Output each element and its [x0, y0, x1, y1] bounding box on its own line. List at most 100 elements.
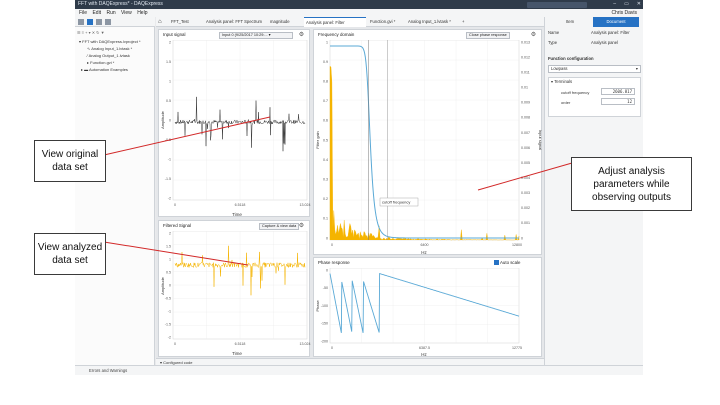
panel-title: Filtered Signal [163, 223, 192, 228]
capture-view-button[interactable]: Capture & view data [259, 222, 300, 230]
y2-tick-label: 0.009 [521, 101, 530, 105]
search-input[interactable] [527, 1, 587, 8]
y-tick-label: -100 [321, 304, 328, 308]
x-axis-label: Time [232, 212, 242, 217]
x-tick-label: 6400 [421, 243, 429, 247]
x-tick-label: 0 [331, 346, 333, 350]
y-tick-label: 0 [326, 236, 328, 240]
order-label: order [561, 100, 571, 105]
y-tick-label: 1 [326, 40, 328, 44]
y2-tick-label: 0.013 [521, 40, 530, 44]
y2-tick-label: 0.006 [521, 146, 530, 150]
y-tick-label: 2 [169, 231, 171, 235]
configured-code-bar[interactable]: ▾ Configured code [156, 358, 544, 365]
project-view-icon[interactable] [87, 19, 93, 25]
x-axis-label: Hz [421, 250, 427, 255]
tab-function[interactable]: Function.gvi * [370, 19, 396, 24]
frequency-domain-graph[interactable]: 1 0.9 0.8 0.7 0.6 0.5 0.4 0.3 0.2 0.1 0 0.013 0.012… [314, 40, 543, 256]
tab-document[interactable]: Document [593, 17, 639, 27]
phase-response-graph[interactable]: 0 -50 -100 -150 -200 0 6387.5 12775 Hz Phase [314, 268, 543, 358]
x-tick-label: 6387.5 [419, 346, 430, 350]
tab-analog-input[interactable]: Analog Input_1.lvtask * [408, 19, 451, 24]
tab-filter[interactable]: Analysis panel: Filter [304, 17, 366, 27]
menu-edit[interactable]: Edit [92, 10, 102, 16]
y2-tick-label: 0.002 [521, 206, 530, 210]
y-tick-label: 0.2 [323, 197, 328, 201]
phase-response-panel: Phase response Auto scale 0 -50 -100 -150 -2… [313, 257, 542, 357]
chevron-down-icon: ▾ [79, 39, 83, 44]
tree-item-function[interactable]: ▸ Function.gvi * [87, 60, 115, 65]
close-button[interactable]: ✕ [636, 1, 641, 7]
task-icon: ∕ [87, 53, 89, 58]
menu-view[interactable]: View [121, 10, 132, 16]
y-tick-label: -2 [168, 335, 171, 339]
y-tick-label: 0.7 [323, 99, 328, 103]
type-value: Analysis panel [591, 40, 619, 45]
function-dropdown[interactable]: Lowpass ▾ [548, 65, 641, 73]
menu-help[interactable]: Help [137, 10, 148, 16]
tab-item[interactable]: Item [565, 19, 575, 24]
tab-fft-spectrum[interactable]: Analysis panel: FFT Spectrum [206, 19, 263, 24]
errors-warnings-bar[interactable]: Errors and Warnings [75, 365, 643, 375]
x-tick-label: 0 [174, 342, 176, 346]
cutoff-frequency-input[interactable]: 2606.817 [601, 88, 635, 95]
menu-file[interactable]: File [79, 10, 88, 16]
maximize-button[interactable]: ▭ [624, 1, 629, 7]
vi-icon: ▸ [87, 60, 91, 65]
order-input[interactable]: 12 [601, 98, 635, 105]
y-tick-label: 0 [169, 118, 171, 122]
tab-fft-test[interactable]: FFT_Test [171, 19, 189, 24]
new-tab-button[interactable]: + [462, 19, 465, 24]
y2-tick-label: 0.011 [521, 70, 530, 74]
input-signal-graph[interactable]: 2 1.5 1 0.5 0 -0.5 -1 -1.5 -2 0 6.5118 13.024 Time… [159, 40, 311, 218]
y-tick-label: -0.5 [165, 296, 171, 300]
y-axis-label: Filter gain [315, 131, 320, 149]
document-tabs: ⌂ FFT_Test Analysis panel: FFT Spectrum … [156, 17, 544, 27]
x-tick-label: 12800 [512, 243, 522, 247]
x-tick-label: 0 [331, 243, 333, 247]
y2-axis-label: Input signal [538, 130, 543, 151]
menu-run[interactable]: Run [106, 10, 116, 16]
tree-item-automation[interactable]: ▸ ▬ Automation Examples [81, 67, 128, 72]
x-tick-label: 13.024 [300, 203, 311, 207]
panel-title: Frequency domain [318, 32, 355, 37]
x-axis-label: Time [232, 351, 242, 356]
y2-tick-label: 0.001 [521, 221, 530, 225]
x-tick-label: 6.5118 [235, 203, 246, 207]
task-icon: ∿ [87, 46, 92, 51]
minimize-button[interactable]: – [613, 1, 617, 7]
y2-tick-label: 0.005 [521, 161, 530, 165]
y-tick-label: -150 [321, 322, 328, 326]
y-tick-label: -1.5 [165, 322, 171, 326]
filter-gain-curve [330, 45, 519, 239]
y-tick-label: 0.5 [166, 99, 171, 103]
filtered-signal-graph[interactable]: 2 1.5 1 0.5 0 -0.5 -1 -1.5 -2 0 6.5118 13.024 Time… [159, 231, 311, 358]
hardware-icon[interactable] [105, 19, 111, 25]
section-heading: Function configuration [548, 56, 594, 61]
y-tick-label: 0.1 [323, 217, 328, 221]
gear-icon[interactable]: ⚙ [298, 222, 305, 229]
tree-toolbar: ☰ ≡ + ▾ ✕ ↻ ▼ [77, 30, 105, 35]
tree-item-analog-input[interactable]: ∿ Analog Input_1.lvtask * [87, 46, 133, 51]
panel-title: Phase response [318, 260, 350, 265]
layout-icon[interactable] [96, 19, 102, 25]
y-tick-label: 0.5 [166, 270, 171, 274]
close-phase-response-button[interactable]: Close phase response [466, 31, 510, 39]
gear-icon[interactable]: ⚙ [530, 31, 537, 38]
gear-icon[interactable]: ⚙ [298, 31, 305, 38]
back-icon[interactable] [78, 19, 84, 25]
autoscale-checkbox[interactable]: Auto scale [494, 258, 521, 268]
user-name[interactable]: Chris Davis [611, 10, 637, 16]
x-axis-label: Hz [421, 352, 427, 357]
y-tick-label: 0 [326, 268, 328, 272]
tree-item-project[interactable]: ▾ FFT with DAQExpress.lvproject * [79, 39, 141, 44]
terminals-label: Terminals [554, 79, 573, 84]
input-signal-panel: Input signal Input 0 (9/25/2017 10:29:..… [158, 29, 311, 218]
tab-magnitude[interactable]: magnitude [270, 19, 290, 24]
input-channel-dropdown[interactable]: Input 0 (9/25/2017 10:29:... ▾ [219, 31, 293, 39]
tree-item-analog-output[interactable]: ∕ Analog Output_1.lvtask [87, 53, 130, 58]
cutoff-label: cutoff frequency [561, 90, 590, 95]
home-icon[interactable]: ⌂ [158, 19, 162, 25]
y2-tick-label: 0 [521, 236, 523, 240]
y-tick-label: 0.8 [323, 80, 328, 84]
